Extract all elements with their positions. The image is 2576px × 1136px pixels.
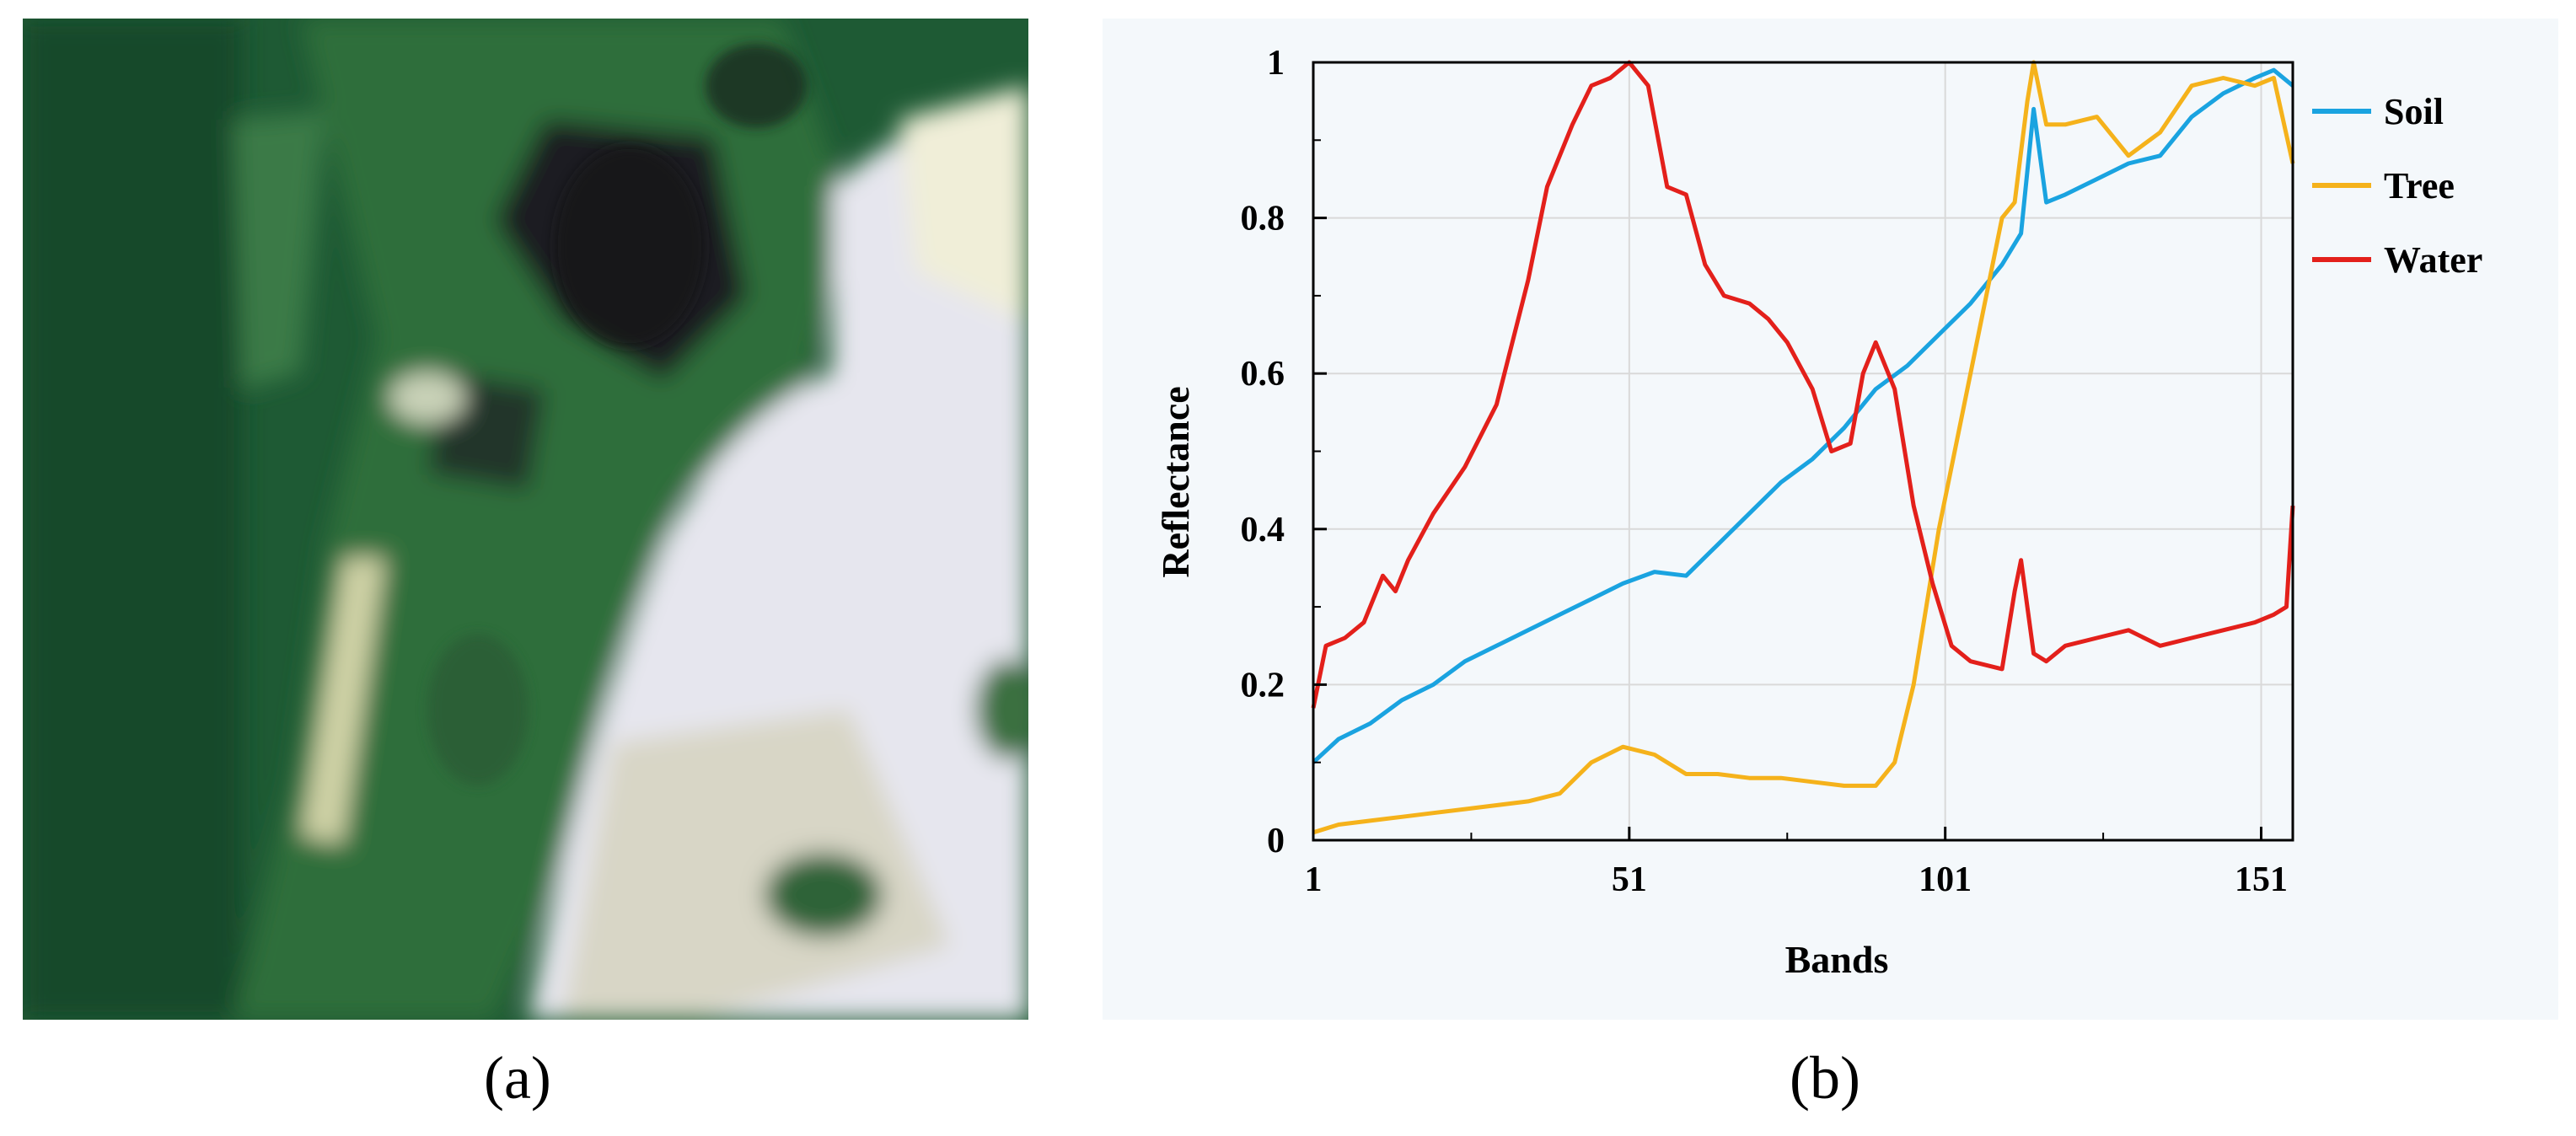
satellite-image-artwork — [23, 19, 1028, 1020]
y-tick-label-1: 0.2 — [1241, 666, 1285, 705]
x-tick-label-2: 101 — [1919, 860, 1972, 899]
legend: Soil Tree Water — [2312, 91, 2482, 281]
y-axis-label: Reflectance — [1154, 386, 1197, 577]
legend-label-soil: Soil — [2384, 91, 2444, 132]
y-tick-label-3: 0.6 — [1241, 355, 1285, 394]
series-line-water — [1311, 60, 2295, 709]
caption-a: (a) — [484, 1044, 551, 1112]
series-lines — [1311, 60, 2295, 835]
x-axis-label: Bands — [1785, 938, 1889, 981]
y-tick-label-4: 0.8 — [1241, 200, 1285, 238]
caption-b: (b) — [1790, 1044, 1860, 1112]
series-line-soil — [1312, 67, 2294, 764]
y-tick-label-5: 1 — [1267, 44, 1285, 83]
grid-lines — [1312, 62, 2293, 841]
satellite-image — [23, 19, 1028, 1020]
axes — [1312, 61, 2294, 842]
x-tick-label-0: 1 — [1305, 860, 1323, 899]
x-tick-label-3: 151 — [2235, 860, 2288, 899]
y-tick-label-0: 0 — [1267, 822, 1285, 860]
spectral-chart-panel: 1 51 101 151 0 0.2 0.4 0.6 0.8 1 Bands Reflectanc… — [1103, 19, 2558, 1020]
y-tick-label-2: 0.4 — [1241, 511, 1285, 549]
series-line-tree — [1312, 60, 2295, 835]
x-tick-label-1: 51 — [1612, 860, 1647, 899]
legend-label-water: Water — [2384, 239, 2482, 281]
plot-frame — [1312, 61, 2294, 842]
legend-label-tree: Tree — [2384, 165, 2455, 206]
